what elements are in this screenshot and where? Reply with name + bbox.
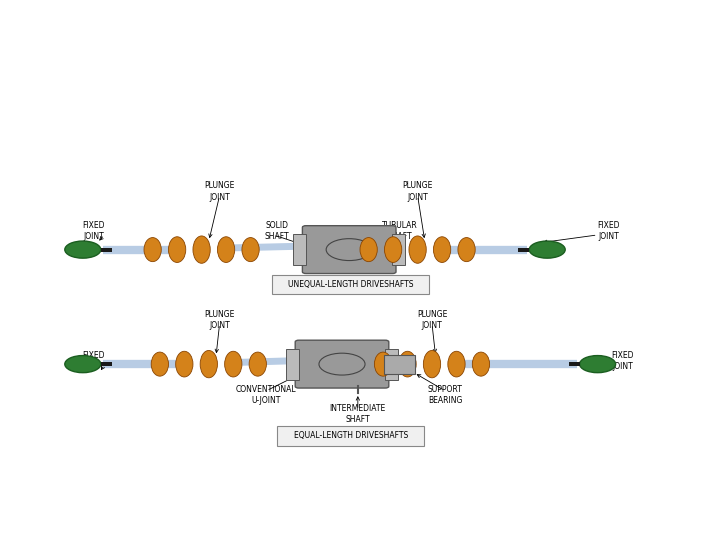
Ellipse shape xyxy=(249,352,266,376)
Bar xyxy=(293,234,306,265)
Ellipse shape xyxy=(144,238,161,262)
Ellipse shape xyxy=(151,352,168,376)
Text: FIGURE 16.17: FIGURE 16.17 xyxy=(22,8,181,28)
Text: torque steer.: torque steer. xyxy=(294,134,426,154)
Ellipse shape xyxy=(225,351,242,377)
Bar xyxy=(101,247,112,252)
Text: Automotive Steering, Suspension and Alignment, 7e
James D. Halderman: Automotive Steering, Suspension and Alig… xyxy=(158,508,384,528)
FancyBboxPatch shape xyxy=(302,226,396,274)
Ellipse shape xyxy=(360,238,377,262)
Ellipse shape xyxy=(458,238,475,262)
Ellipse shape xyxy=(433,237,451,262)
Ellipse shape xyxy=(423,350,441,378)
Ellipse shape xyxy=(242,238,259,262)
Circle shape xyxy=(529,241,565,258)
Bar xyxy=(286,348,299,380)
FancyBboxPatch shape xyxy=(295,340,389,388)
Ellipse shape xyxy=(472,352,490,376)
Text: SUPPORT
BEARING: SUPPORT BEARING xyxy=(428,385,462,405)
FancyBboxPatch shape xyxy=(277,426,424,446)
Text: in unequal drive axle shaft angles to the front drive: in unequal drive axle shaft angles to th… xyxy=(22,39,559,59)
Text: UNEQUAL-LENGTH DRIVESHAFTS: UNEQUAL-LENGTH DRIVESHAFTS xyxy=(288,280,413,289)
Text: SOLID
SHAFT: SOLID SHAFT xyxy=(265,221,289,241)
Circle shape xyxy=(65,355,101,373)
Circle shape xyxy=(65,241,101,258)
Bar xyxy=(101,362,112,366)
Ellipse shape xyxy=(409,236,426,264)
Ellipse shape xyxy=(193,236,210,264)
Ellipse shape xyxy=(448,351,465,377)
Text: Copyright © 2017 by Pearson Education, Inc.
All Rights Reserve: Copyright © 2017 by Pearson Education, I… xyxy=(403,508,598,528)
Ellipse shape xyxy=(384,237,402,262)
Ellipse shape xyxy=(176,351,193,377)
Bar xyxy=(392,234,405,265)
Text: PLUNGE
JOINT: PLUNGE JOINT xyxy=(402,181,433,201)
Text: FIXED
JOINT: FIXED JOINT xyxy=(82,221,105,241)
Ellipse shape xyxy=(200,350,217,378)
Text: in a steering of the vehicle during acceleration called: in a steering of the vehicle during acce… xyxy=(22,103,579,123)
Text: PEARSON: PEARSON xyxy=(613,509,709,527)
Ellipse shape xyxy=(374,352,392,376)
Text: FIXED
JOINT: FIXED JOINT xyxy=(82,350,105,371)
Text: wheels. This unequal angle side to side often results: wheels. This unequal angle side to side … xyxy=(22,71,569,91)
Text: CONVENTIONAL
U-JOINT: CONVENTIONAL U-JOINT xyxy=(236,385,297,405)
Ellipse shape xyxy=(168,237,186,262)
Ellipse shape xyxy=(217,237,235,262)
Ellipse shape xyxy=(399,351,416,377)
Text: FIXED
JOINT: FIXED JOINT xyxy=(597,221,620,241)
Text: PLUNGE
JOINT: PLUNGE JOINT xyxy=(204,181,235,201)
Text: ALWAYS LEARNING: ALWAYS LEARNING xyxy=(11,508,120,518)
Text: TUBULAR
SHAFT: TUBULAR SHAFT xyxy=(382,221,418,241)
Text: PLUNGE
JOINT: PLUNGE JOINT xyxy=(417,309,447,330)
FancyBboxPatch shape xyxy=(384,355,415,374)
Text: FIXED
JOINT: FIXED JOINT xyxy=(611,350,634,371)
Bar xyxy=(569,362,580,366)
Circle shape xyxy=(580,355,616,373)
Text: Unequal-length driveshafts result: Unequal-length driveshafts result xyxy=(198,8,553,28)
FancyBboxPatch shape xyxy=(272,274,429,294)
Bar xyxy=(385,348,398,380)
Text: INTERMEDIATE
SHAFT: INTERMEDIATE SHAFT xyxy=(330,404,386,424)
Text: EQUAL-LENGTH DRIVESHAFTS: EQUAL-LENGTH DRIVESHAFTS xyxy=(294,431,408,441)
Text: PLUNGE
JOINT: PLUNGE JOINT xyxy=(204,309,235,330)
Bar xyxy=(518,247,529,252)
